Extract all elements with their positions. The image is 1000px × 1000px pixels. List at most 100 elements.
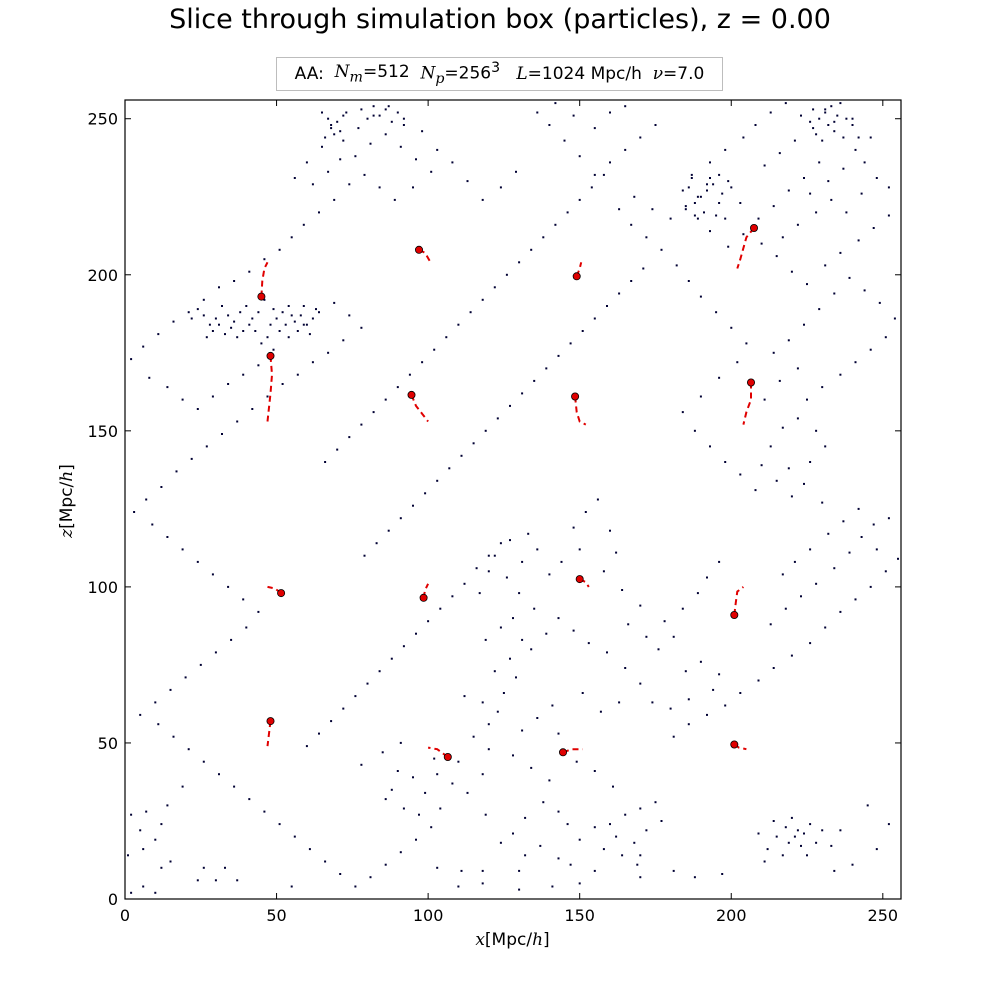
- particle-point: [296, 330, 299, 332]
- particle-point: [387, 105, 390, 108]
- particle-point: [772, 667, 775, 669]
- particle-point: [593, 869, 596, 872]
- particle-point: [869, 585, 872, 588]
- particle-point: [854, 598, 857, 601]
- particle-point: [333, 301, 336, 304]
- particle-point: [842, 167, 845, 170]
- particle-point: [827, 532, 830, 535]
- particle-point: [615, 835, 618, 838]
- particle-point: [772, 351, 775, 354]
- particle-point: [712, 688, 715, 691]
- particle-point: [269, 323, 272, 326]
- particle-point: [536, 548, 539, 551]
- particle-point: [214, 651, 217, 654]
- particle-point: [696, 592, 699, 595]
- particle-point: [348, 436, 351, 439]
- particle-point: [763, 164, 766, 167]
- particle-point: [687, 280, 690, 282]
- particle-point: [884, 570, 887, 573]
- particle-point: [521, 392, 524, 395]
- particle-point: [396, 770, 399, 772]
- particle-point: [645, 236, 648, 239]
- particle-point: [527, 532, 530, 535]
- particle-point: [515, 676, 517, 679]
- particle-point: [875, 177, 878, 179]
- particle-point: [769, 623, 772, 626]
- halo-marker: [277, 589, 286, 598]
- particle-point: [806, 283, 808, 286]
- particle-point: [787, 841, 790, 844]
- particle-point: [836, 114, 839, 117]
- particle-point: [230, 638, 233, 641]
- particle-point: [266, 395, 269, 398]
- particle-point: [487, 748, 490, 751]
- particle-point: [833, 567, 836, 570]
- halo-track: [733, 586, 745, 616]
- particle-point: [257, 364, 260, 367]
- particle-point: [521, 638, 524, 641]
- particle-point: [221, 433, 223, 435]
- particle-point: [545, 367, 548, 370]
- particle-point: [781, 573, 784, 576]
- particles-layer: [127, 102, 899, 894]
- particle-point: [499, 841, 502, 844]
- particle-point: [699, 395, 702, 398]
- particle-point: [596, 498, 599, 501]
- particle-point: [433, 757, 436, 760]
- particle-point: [569, 863, 572, 866]
- particle-point: [181, 398, 184, 401]
- particle-point: [536, 111, 539, 114]
- particle-point: [330, 720, 333, 723]
- particle-point: [172, 735, 175, 738]
- particle-point: [590, 186, 593, 189]
- particle-point: [272, 308, 275, 311]
- particle-point: [166, 386, 169, 389]
- particle-point: [484, 429, 487, 432]
- particle-point: [715, 311, 718, 314]
- particle-point: [830, 844, 833, 847]
- particle-point: [554, 102, 557, 105]
- x-axis-label: x[Mpc/h]: [475, 930, 550, 950]
- particle-point: [245, 305, 248, 307]
- particle-point: [742, 233, 745, 236]
- particle-point: [569, 342, 572, 345]
- particle-point: [499, 186, 502, 189]
- particle-point: [578, 155, 581, 158]
- particle-point: [372, 105, 375, 108]
- particle-point: [481, 198, 484, 201]
- particle-point: [530, 766, 533, 769]
- particle-point: [363, 173, 366, 176]
- particle-point: [730, 186, 733, 189]
- halo-marker: [571, 392, 580, 401]
- particle-point: [242, 373, 245, 376]
- particle-point: [460, 454, 463, 457]
- particle-point: [803, 832, 805, 835]
- particle-point: [724, 704, 727, 707]
- y-tick-label: 150: [87, 422, 118, 441]
- halo-marker: [266, 717, 275, 726]
- particle-point: [593, 127, 596, 130]
- particle-point: [218, 773, 220, 776]
- chart-title: Slice through simulation box (particles)…: [169, 4, 831, 35]
- particle-point: [481, 882, 484, 885]
- particle-point: [448, 467, 451, 470]
- particle-point: [399, 145, 402, 148]
- particle-point: [278, 248, 281, 251]
- particle-point: [699, 195, 702, 198]
- halo-track: [410, 394, 429, 423]
- particle-point: [809, 642, 812, 645]
- particle-point: [381, 751, 384, 754]
- particle-point: [327, 170, 330, 173]
- halo-marker: [414, 245, 423, 254]
- halo-marker: [572, 272, 581, 281]
- particle-point: [248, 798, 251, 801]
- particle-point: [463, 695, 466, 698]
- x-tick-label: 200: [716, 906, 747, 925]
- particle-point: [387, 529, 390, 532]
- particle-point: [769, 445, 772, 448]
- particle-point: [718, 673, 721, 676]
- legend-item-nu: ν=7.0: [652, 64, 705, 84]
- particle-point: [872, 523, 875, 526]
- particle-point: [363, 554, 366, 557]
- particle-point: [469, 311, 472, 314]
